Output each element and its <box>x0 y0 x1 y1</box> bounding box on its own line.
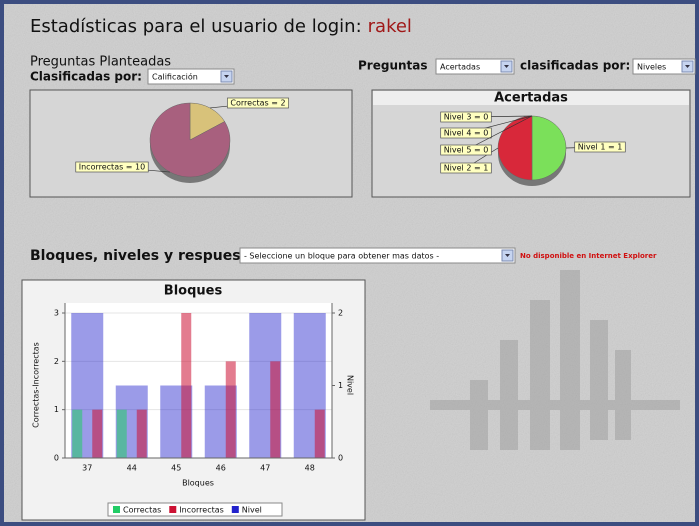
slice-label: Nivel 2 = 1 <box>444 164 489 173</box>
x-tick-label: 46 <box>216 464 226 473</box>
section-label: Bloques, niveles y respuestas <box>30 248 265 264</box>
select-value: Niveles <box>637 63 666 72</box>
x-tick-label: 48 <box>305 464 315 473</box>
bar <box>72 410 82 458</box>
y2-tick-label: 0 <box>338 454 343 463</box>
slice-label: Nivel 1 = 1 <box>578 143 623 152</box>
sort-label: clasificadas por: <box>520 59 630 73</box>
slice-label: Nivel 4 = 0 <box>444 129 489 138</box>
bar <box>117 410 127 458</box>
bar <box>226 361 236 458</box>
y-tick-label: 3 <box>54 309 59 318</box>
panel-label: Preguntas <box>358 59 428 73</box>
select-value: - Seleccione un bloque para obtener mas … <box>244 252 439 261</box>
legend-swatch <box>169 506 176 513</box>
select-value: Calificación <box>152 72 198 82</box>
y2-axis-label: Nivel <box>346 375 355 395</box>
bar <box>181 313 191 458</box>
x-tick-label: 45 <box>171 464 181 473</box>
legend-label: Nivel <box>242 506 262 515</box>
legend-label: Correctas <box>123 506 161 515</box>
slice-label: Nivel 5 = 0 <box>444 146 489 155</box>
page: Estadísticas para el usuario de login: r… <box>0 0 699 526</box>
x-axis-label: Bloques <box>182 479 214 488</box>
y-axis-label: Correctas-Incorrectas <box>32 342 41 428</box>
y-tick-label: 0 <box>54 454 59 463</box>
x-tick-label: 47 <box>260 464 270 473</box>
x-tick-label: 37 <box>82 464 92 473</box>
y-tick-label: 1 <box>54 405 59 414</box>
chart-title: Acertadas <box>494 91 568 106</box>
bar <box>270 361 280 458</box>
notice: No disponible en Internet Explorer <box>520 252 657 260</box>
legend-label: Incorrectas <box>179 506 224 515</box>
slice-label: Correctas = 2 <box>230 99 285 108</box>
bar <box>92 410 102 458</box>
page-title: Estadísticas para el usuario de login: <box>30 16 362 37</box>
bar <box>137 410 147 458</box>
legend-swatch <box>113 506 120 513</box>
x-tick-label: 44 <box>127 464 137 473</box>
sort-label: Clasificadas por: <box>30 70 142 84</box>
slice-label: Nivel 3 = 0 <box>444 113 489 122</box>
legend-swatch <box>232 506 239 513</box>
panel-heading: Preguntas Planteadas <box>30 55 171 70</box>
y2-tick-label: 2 <box>338 309 343 318</box>
plot-area <box>65 303 332 458</box>
select-value: Acertadas <box>440 63 480 72</box>
y2-tick-label: 1 <box>338 381 343 390</box>
chart-title: Bloques <box>164 284 223 299</box>
user-name: rakel <box>368 16 412 37</box>
slice-label: Incorrectas = 10 <box>79 163 145 172</box>
bar <box>315 410 325 458</box>
y-tick-label: 2 <box>54 357 59 366</box>
